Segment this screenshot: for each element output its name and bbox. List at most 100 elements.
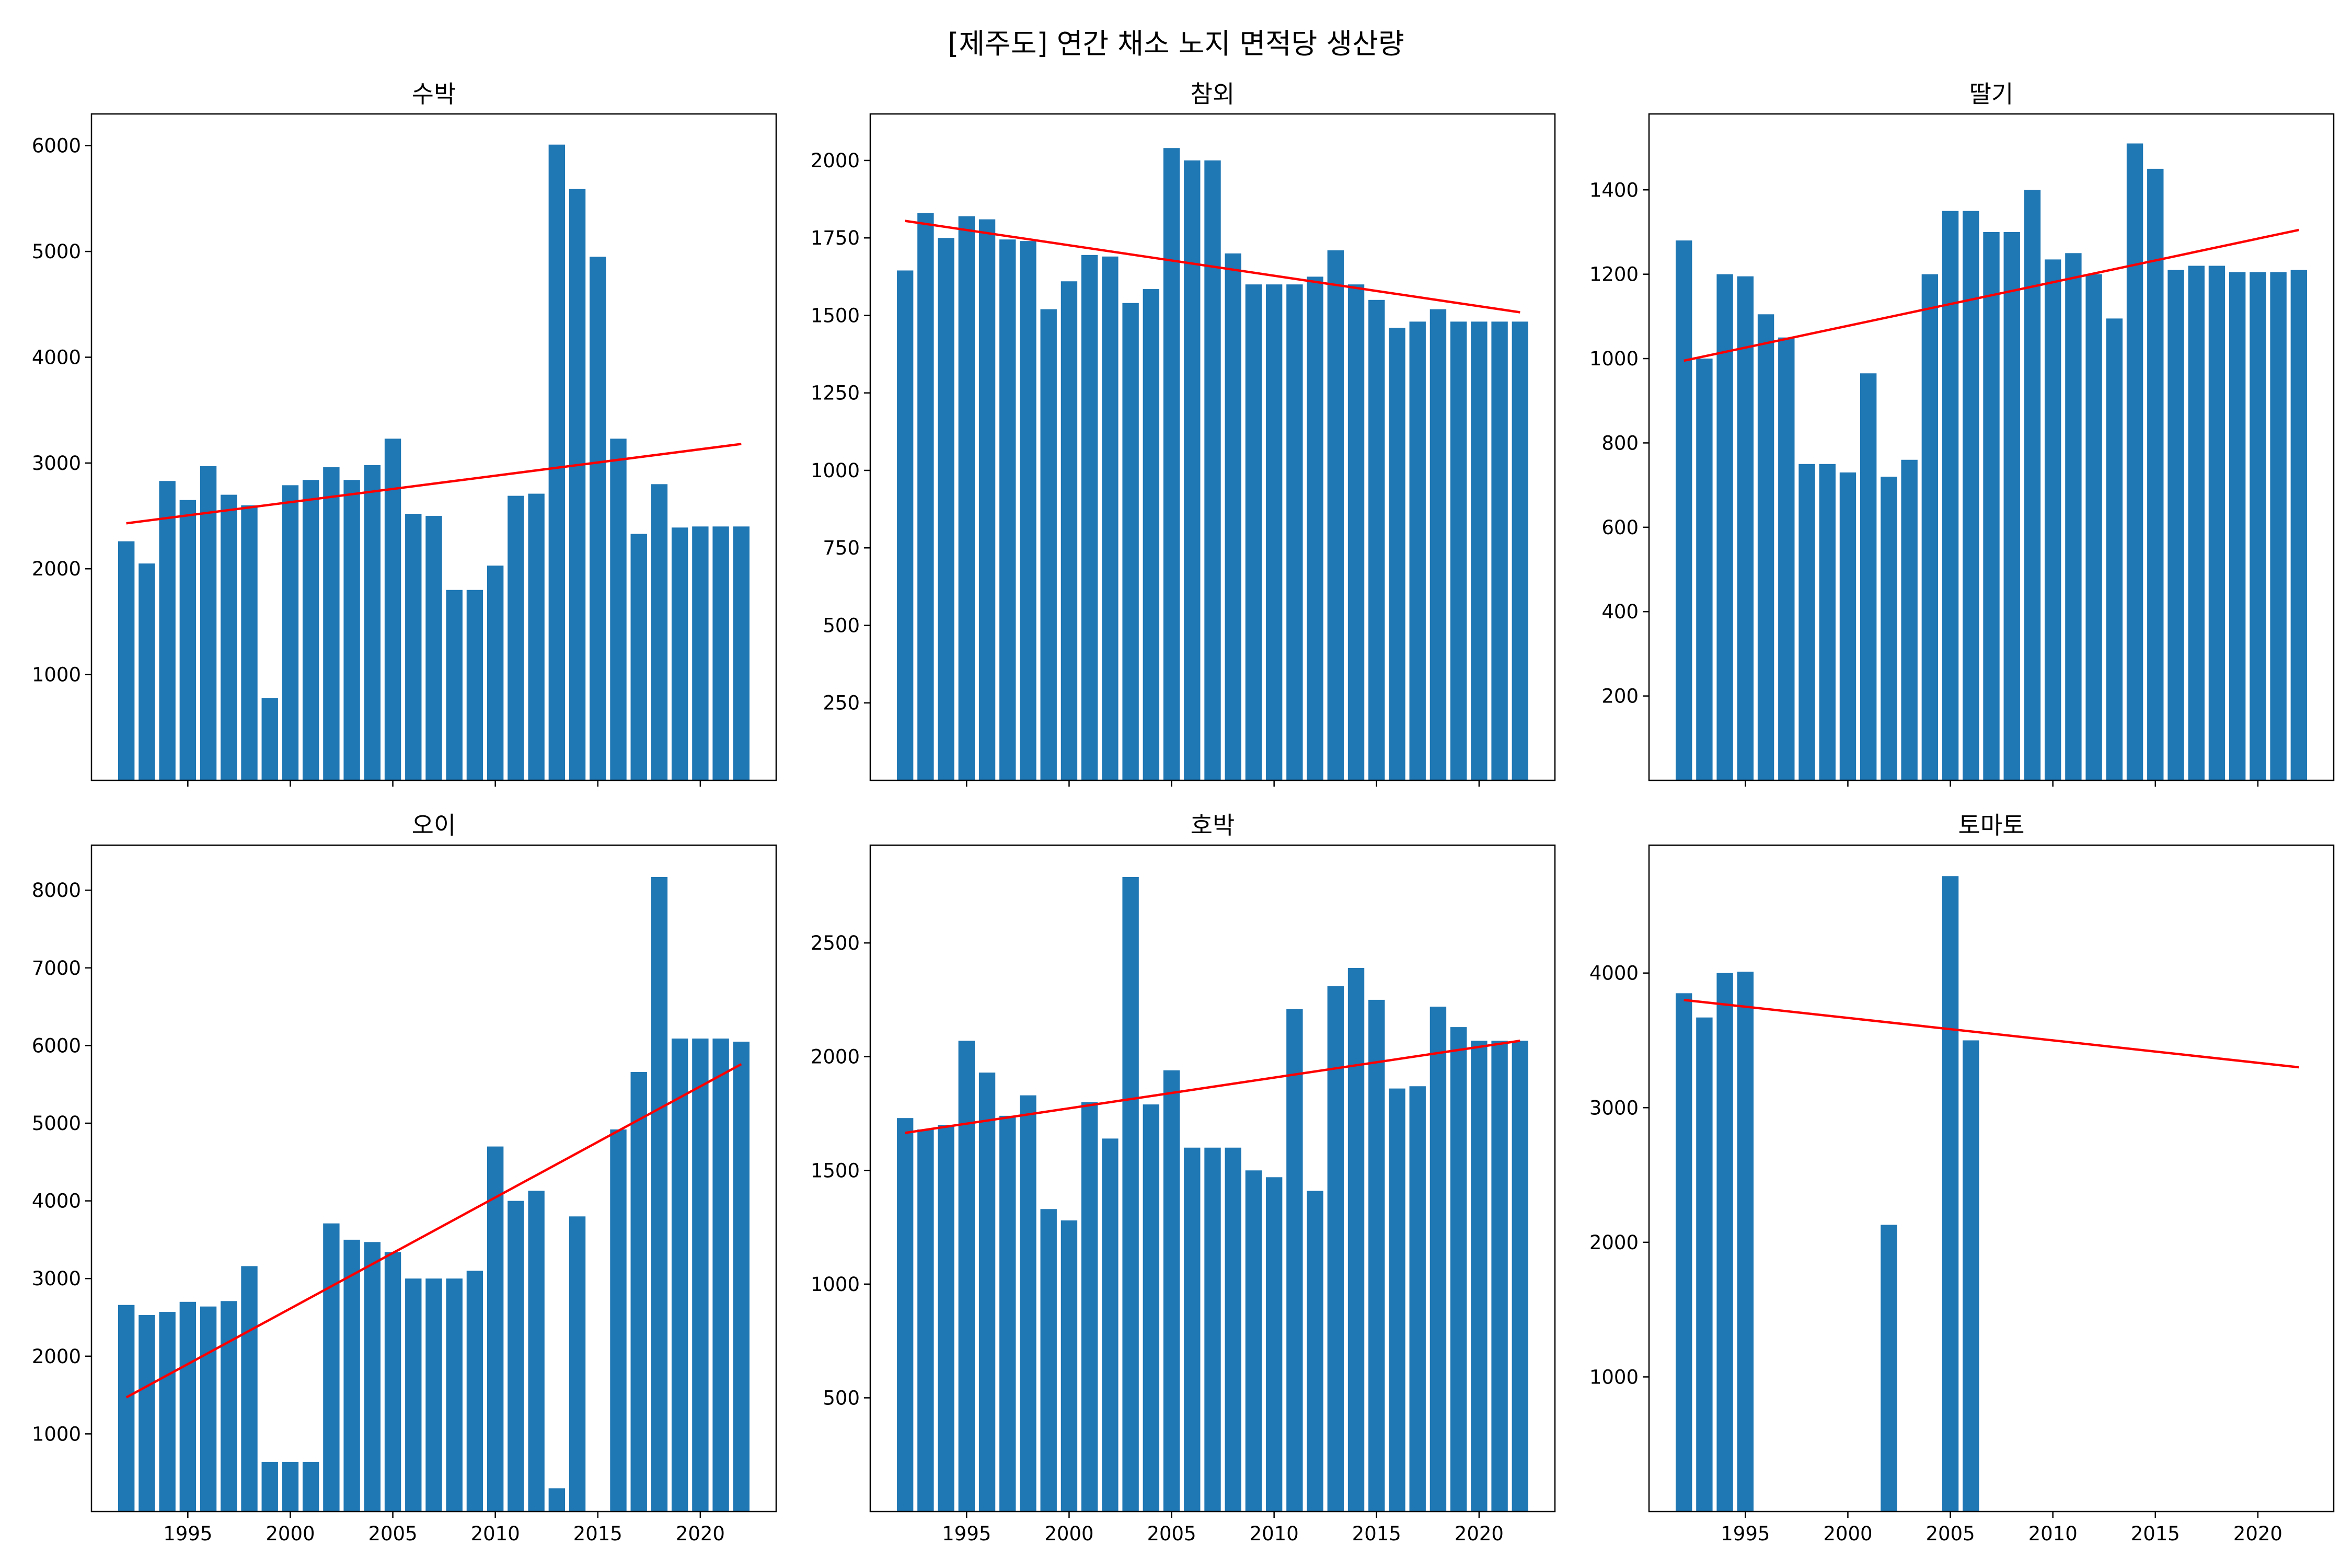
panels: 수박 1000 2000 3000 4000 5000 6000 참외 250 500 750 100…: [32, 80, 2335, 1545]
bar-2022: [733, 1041, 750, 1512]
bar-1996: [978, 219, 996, 780]
plot-frame: [1648, 844, 2335, 1513]
bar-2004: [1921, 274, 1939, 780]
bar-1995: [1737, 972, 1754, 1512]
y-tick-label: 1000: [811, 459, 860, 482]
x-tick-label: 2000: [1044, 1523, 1093, 1545]
y-tick-label: 1000: [32, 1423, 81, 1445]
plot-frame: [90, 844, 777, 1513]
bar-2002: [323, 467, 340, 780]
bar-2007: [425, 1278, 442, 1512]
bar-2011: [1286, 284, 1303, 780]
y-tick-label: 600: [1601, 516, 1639, 539]
bar-1999: [1040, 1209, 1057, 1512]
bar-2011: [508, 495, 524, 780]
bar-2002: [1881, 1225, 1897, 1512]
bar-2010: [1265, 284, 1283, 780]
y-tick-label: 200: [1601, 685, 1639, 708]
bar-2006: [405, 1278, 422, 1512]
bar-2001: [1081, 255, 1098, 781]
bar-2017: [1409, 321, 1426, 780]
y-tick-label: 1000: [811, 1273, 860, 1296]
bar-2008: [1225, 253, 1241, 780]
bar-2022: [1512, 1041, 1529, 1512]
bar-2019: [2229, 272, 2246, 780]
y-tick-label: 8000: [32, 879, 81, 902]
bar-2016: [2167, 270, 2184, 780]
bar-2000: [282, 485, 299, 780]
bar-2001: [1860, 373, 1877, 780]
bar-2007: [1983, 232, 2000, 781]
bar-2017: [2188, 266, 2205, 780]
x-tick-label: 2020: [2233, 1523, 2282, 1545]
bar-2004: [364, 465, 381, 780]
bar-1993: [139, 563, 155, 780]
bar-1993: [1696, 359, 1713, 780]
bar-1992: [1675, 993, 1692, 1512]
bar-2001: [302, 1461, 319, 1512]
bar-1994: [938, 1125, 954, 1512]
bar-1997: [1778, 337, 1795, 780]
x-tick-label: 2010: [2028, 1523, 2078, 1545]
bar-2000: [1060, 1220, 1078, 1512]
bar-2004: [1143, 1104, 1160, 1512]
chart-panel-4: 오이 1000 2000 3000 4000 5000 6000 7000 8000 1995 20…: [32, 811, 777, 1545]
bar-2001: [302, 480, 319, 780]
bar-1992: [118, 1305, 135, 1512]
bar-2012: [1307, 276, 1323, 780]
bar-2001: [1081, 1102, 1098, 1512]
bar-1994: [938, 238, 954, 781]
bar-2009: [1245, 1170, 1262, 1512]
x-tick-label: 2000: [1823, 1523, 1872, 1545]
bar-2007: [1204, 160, 1221, 781]
bar-2014: [569, 189, 586, 781]
panel-title: 호박: [1191, 811, 1235, 839]
bar-2000: [1839, 472, 1857, 780]
chart-panel-5: 호박 500 1000 1500 2000 2500 1995 2000 2005 2010 201…: [811, 811, 1556, 1545]
bar-2012: [528, 1191, 545, 1512]
bar-2018: [1429, 1006, 1447, 1512]
y-tick-label: 3000: [32, 1267, 81, 1290]
bar-2008: [446, 1278, 463, 1512]
y-tick-label: 7000: [32, 957, 81, 979]
chart-panel-2: 참외 250 500 750 1000 1250 1500 1750 2000: [811, 80, 1556, 787]
bar-2014: [1347, 967, 1365, 1512]
bar-2012: [2085, 274, 2102, 780]
bar-2018: [651, 484, 668, 780]
bar-2010: [487, 1146, 504, 1512]
bar-1999: [261, 698, 278, 780]
y-tick-label: 1500: [811, 1159, 860, 1182]
bar-2021: [1491, 1041, 1508, 1512]
bar-1993: [139, 1315, 155, 1512]
bar-2021: [2270, 272, 2287, 780]
bar-1993: [917, 213, 934, 780]
y-tick-label: 6000: [32, 1034, 81, 1057]
bar-2009: [466, 590, 483, 780]
bar-2018: [1429, 309, 1447, 780]
bar-1997: [221, 1301, 237, 1512]
y-tick-label: 4000: [32, 1190, 81, 1213]
bar-1996: [200, 466, 217, 780]
bar-1996: [978, 1073, 996, 1512]
bar-1994: [159, 481, 176, 780]
y-tick-label: 1500: [811, 304, 860, 327]
y-tick-label: 2500: [811, 932, 860, 954]
y-tick-label: 1200: [1589, 263, 1639, 286]
bar-2013: [548, 144, 566, 781]
bar-2006: [1184, 160, 1201, 781]
bar-2009: [2024, 190, 2041, 780]
bar-2003: [1122, 303, 1139, 780]
bar-2006: [405, 514, 422, 780]
x-tick-label: 2010: [1250, 1523, 1299, 1545]
x-tick-label: 2015: [1352, 1523, 1401, 1545]
y-tick-label: 6000: [32, 135, 81, 157]
bar-1996: [1757, 314, 1774, 780]
bar-1995: [958, 216, 975, 781]
bar-2007: [425, 516, 442, 780]
y-tick-label: 1750: [811, 227, 860, 249]
y-tick-label: 2000: [811, 149, 860, 172]
trend-line: [125, 1063, 742, 1399]
bar-2017: [630, 534, 647, 780]
bar-2009: [466, 1271, 483, 1512]
bar-1999: [261, 1461, 278, 1512]
